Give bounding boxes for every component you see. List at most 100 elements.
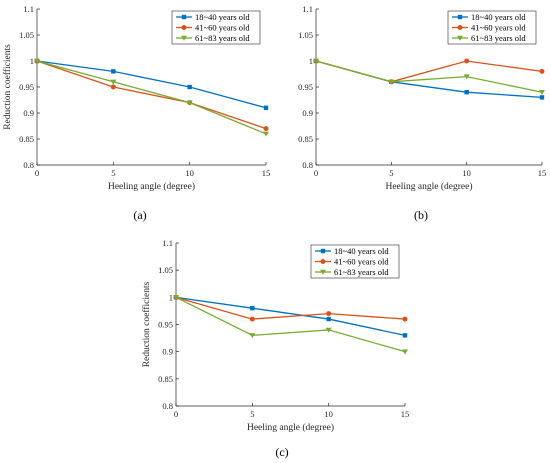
x-tick-label: 5 xyxy=(250,409,254,419)
data-point xyxy=(402,333,408,338)
y-tick-label: 1.05 xyxy=(19,30,34,40)
data-point xyxy=(249,333,256,339)
data-point xyxy=(539,95,545,100)
series-3 xyxy=(34,58,269,137)
legend-label: 61~83 years old xyxy=(195,33,250,43)
panel-label-b: (b) xyxy=(414,208,428,222)
legend-swatch-marker xyxy=(457,14,463,20)
legend-swatch-marker xyxy=(320,248,326,254)
data-point xyxy=(110,79,117,85)
panel-label-c: (c) xyxy=(275,445,288,459)
legend-swatch-marker xyxy=(320,269,326,275)
legend-label: 61~83 years old xyxy=(334,267,389,277)
series-2 xyxy=(313,58,545,85)
legend-swatch-marker xyxy=(320,259,326,264)
x-tick-label: 10 xyxy=(324,409,333,419)
data-point xyxy=(263,126,269,132)
legend-label: 18~40 years old xyxy=(471,12,526,22)
legend-label: 41~60 years old xyxy=(195,23,250,33)
data-point xyxy=(539,90,545,95)
x-tick-label: 0 xyxy=(314,168,318,178)
y-tick-label: 0.9 xyxy=(23,108,34,118)
y-tick-label: 0.8 xyxy=(302,160,313,170)
data-point xyxy=(326,316,331,322)
data-point xyxy=(325,327,332,333)
data-point xyxy=(313,58,319,64)
x-tick-label: 5 xyxy=(111,168,115,178)
series-line xyxy=(36,60,267,135)
legend-swatch-marker xyxy=(457,25,463,30)
x-tick-label: 15 xyxy=(262,168,271,178)
panel-a: 0 5 10 15 0.8 0.85 0.9 0.95 1 1.05 1.1 Heeling angl… xyxy=(2,4,270,222)
data-point xyxy=(388,79,395,85)
legend-swatch-marker xyxy=(457,35,463,41)
data-point xyxy=(463,74,470,80)
data-point xyxy=(186,100,193,106)
x-tick-label: 15 xyxy=(538,168,547,178)
x-tick-label: 10 xyxy=(185,168,194,178)
series-line xyxy=(175,296,406,353)
data-point xyxy=(111,69,116,74)
data-point xyxy=(187,84,192,90)
series-line xyxy=(175,296,406,320)
x-tick-label: 0 xyxy=(174,409,178,419)
data-point xyxy=(326,311,332,317)
legend-label: 41~60 years old xyxy=(334,257,389,267)
x-tick-label: 0 xyxy=(35,168,39,178)
y-tick-label: 0.85 xyxy=(158,374,173,384)
series-3 xyxy=(313,58,545,95)
y-tick-label: 0.9 xyxy=(302,108,313,118)
x-axis-title: Heeling angle (degree) xyxy=(247,422,334,433)
data-point xyxy=(263,131,269,137)
y-tick-label: 1.05 xyxy=(158,265,173,275)
y-axis-title: Reduction coefficients xyxy=(2,44,13,130)
legend-label: 18~40 years old xyxy=(195,12,250,22)
y-tick-label: 1 xyxy=(30,56,34,66)
data-point xyxy=(539,68,545,74)
legend-swatch-marker xyxy=(181,25,187,30)
y-tick-label: 0.8 xyxy=(162,401,173,411)
y-tick-label: 1.1 xyxy=(302,4,313,14)
data-point xyxy=(402,316,408,322)
data-point xyxy=(34,58,40,64)
series-1 xyxy=(34,58,269,110)
y-tick-label: 0.95 xyxy=(158,320,173,330)
y-tick-label: 0.8 xyxy=(23,160,34,170)
legend-swatch-marker xyxy=(181,14,187,20)
y-tick-label: 0.85 xyxy=(19,134,34,144)
x-axis-title: Heeling angle (degree) xyxy=(108,181,195,192)
x-tick-label: 5 xyxy=(389,168,393,178)
y-tick-label: 0.85 xyxy=(298,134,313,144)
y-tick-label: 1 xyxy=(309,56,313,66)
series-line xyxy=(36,60,267,130)
panel-c: 0 5 10 15 0.8 0.85 0.9 0.95 1 1.05 1.1 Heeling angl… xyxy=(141,238,409,459)
legend-label: 18~40 years old xyxy=(334,246,389,256)
y-tick-label: 1.05 xyxy=(298,30,313,40)
data-point xyxy=(464,90,469,95)
data-point xyxy=(263,105,269,110)
y-axis-title: Reduction coefficients xyxy=(141,281,152,367)
x-axis-title: Heeling angle (degree) xyxy=(385,181,472,192)
data-point xyxy=(110,84,116,90)
series-2 xyxy=(173,294,408,322)
series-3 xyxy=(173,295,408,355)
panel-label-a: (a) xyxy=(133,208,146,222)
series-line xyxy=(315,60,543,93)
legend-label: 41~60 years old xyxy=(471,23,526,33)
y-tick-label: 0.95 xyxy=(19,82,34,92)
data-point xyxy=(249,316,255,322)
data-point xyxy=(250,306,255,311)
legend-label: 61~83 years old xyxy=(471,33,526,43)
data-point xyxy=(402,349,408,355)
y-tick-label: 1.1 xyxy=(23,4,34,14)
y-tick-label: 1 xyxy=(169,292,173,302)
x-tick-label: 10 xyxy=(462,168,471,178)
series-line xyxy=(36,60,267,109)
y-tick-label: 0.9 xyxy=(162,347,173,357)
panel-b: 0 5 10 15 0.8 0.85 0.9 0.95 1 1.05 1.1 Heeling angl… xyxy=(298,4,546,222)
y-tick-label: 0.95 xyxy=(298,82,313,92)
series-line xyxy=(175,296,406,337)
